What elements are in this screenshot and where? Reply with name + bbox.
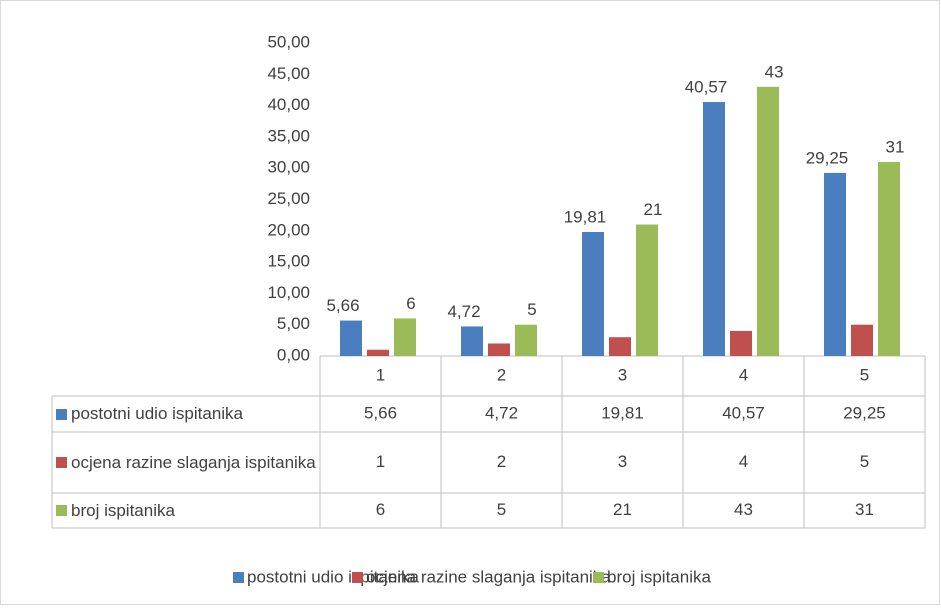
bar — [394, 318, 416, 356]
y-tick-label: 25,00 — [267, 189, 310, 208]
bar — [824, 172, 846, 356]
x-tick-label: 5 — [860, 365, 869, 384]
table-cell: 19,81 — [601, 403, 644, 422]
bar — [851, 324, 873, 356]
y-tick-label: 35,00 — [267, 126, 310, 145]
data-label: 6 — [406, 294, 415, 313]
bar — [730, 330, 752, 356]
data-label: 31 — [886, 137, 905, 156]
row-label: postotni udio ispitanika — [71, 404, 244, 423]
table-cell: 4,72 — [485, 403, 518, 422]
legend-swatch — [352, 572, 363, 583]
table-cell: 5 — [860, 452, 869, 471]
bar — [636, 224, 658, 356]
bar — [488, 343, 510, 356]
legend-label: broj ispitanika — [607, 567, 711, 586]
bar — [878, 161, 900, 356]
x-tick-label: 4 — [739, 365, 748, 384]
bar — [367, 349, 389, 356]
legend-swatch — [56, 505, 67, 516]
row-header: broj ispitanika — [52, 493, 320, 528]
y-tick-label: 15,00 — [267, 252, 310, 271]
y-tick-label: 40,00 — [267, 95, 310, 114]
data-label: 4,72 — [447, 302, 480, 321]
bar — [461, 326, 483, 356]
data-label: 5 — [527, 300, 536, 319]
legend-label: ocjena razine slaganja ispitanika — [366, 567, 611, 586]
legend-swatch — [56, 408, 67, 420]
data-label: 40,57 — [685, 78, 728, 97]
x-tick-label: 1 — [376, 365, 385, 384]
table-cell: 2 — [497, 452, 506, 471]
table-cell: 43 — [734, 500, 753, 519]
legend-swatch — [56, 457, 67, 468]
data-label: 43 — [765, 62, 784, 81]
bar — [582, 231, 604, 356]
bar — [340, 320, 362, 356]
table-cell: 31 — [855, 500, 874, 519]
row-header: postotni udio ispitanika — [52, 396, 320, 432]
row-header: ocjena razine slaganja ispitanika — [52, 432, 320, 493]
y-tick-label: 50,00 — [267, 32, 310, 51]
row-label: broj ispitanika — [71, 500, 175, 520]
table-row-header: postotni udio ispitanika — [52, 396, 320, 432]
legend-label: postotni udio ispitanika — [247, 567, 420, 586]
table-cell: 6 — [376, 500, 385, 519]
x-tick-label: 3 — [618, 365, 627, 384]
data-label: 21 — [644, 200, 663, 219]
bar — [757, 86, 779, 356]
table-cell: 1 — [376, 452, 385, 471]
table-cell: 3 — [618, 452, 627, 471]
table-cell: 40,57 — [722, 403, 765, 422]
data-label: 19,81 — [564, 207, 607, 226]
row-label: ocjena razine slaganja ispitanika — [71, 452, 316, 472]
table-row-header: broj ispitanika — [52, 493, 320, 528]
table-cell: 5,66 — [364, 403, 397, 422]
table-cell: 5 — [497, 500, 506, 519]
data-label: 5,66 — [326, 296, 359, 315]
y-tick-label: 10,00 — [267, 283, 310, 302]
y-tick-label: 0,00 — [277, 345, 310, 364]
y-tick-label: 5,00 — [277, 314, 310, 333]
x-tick-label: 2 — [497, 365, 506, 384]
table-cell: 4 — [739, 452, 748, 471]
y-tick-label: 20,00 — [267, 220, 310, 239]
bar — [703, 102, 725, 356]
bar — [609, 337, 631, 356]
legend-swatch — [233, 572, 244, 583]
table-cell: 21 — [613, 500, 632, 519]
data-label: 29,25 — [806, 148, 849, 167]
y-tick-label: 30,00 — [267, 158, 310, 177]
legend-swatch — [593, 572, 604, 583]
table-cell: 29,25 — [843, 403, 886, 422]
y-tick-label: 45,00 — [267, 64, 310, 83]
bar — [515, 324, 537, 356]
table-row-header: ocjena razine slaganja ispitanika — [52, 432, 320, 493]
